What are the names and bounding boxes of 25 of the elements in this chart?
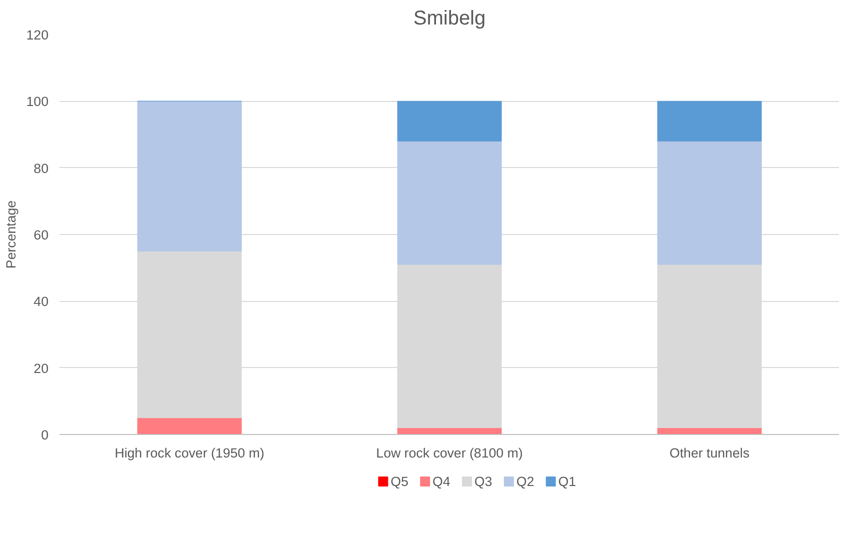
y-tick-label: 20 (34, 360, 49, 376)
x-tick-label: High rock cover (1950 m) (114, 446, 264, 460)
x-tick-label: Other tunnels (669, 446, 750, 460)
chart-title: Smibelg (413, 8, 486, 30)
legend-label: Q4 (432, 474, 451, 489)
legend-label: Q2 (516, 474, 534, 489)
bar (137, 418, 242, 434)
x-tick-label: Low rock cover (8100 m) (376, 446, 523, 460)
bar (137, 100, 242, 252)
bar (397, 100, 502, 142)
y-tick-label: 40 (34, 294, 49, 310)
bar (657, 428, 762, 434)
legend-label: Q3 (474, 474, 492, 489)
y-tick-label: 0 (41, 428, 49, 442)
bar (397, 140, 502, 265)
legend-label: Q5 (390, 474, 408, 489)
bar (397, 428, 502, 434)
y-tick-label: 100 (26, 94, 49, 110)
y-tick-label: 60 (34, 228, 49, 242)
legend-label: Q1 (558, 474, 576, 489)
y-axis-title: Percentage (3, 200, 18, 269)
y-tick-label: 80 (34, 160, 49, 176)
bar (657, 100, 762, 142)
y-tick-label: 120 (26, 28, 49, 42)
bar (657, 140, 762, 265)
